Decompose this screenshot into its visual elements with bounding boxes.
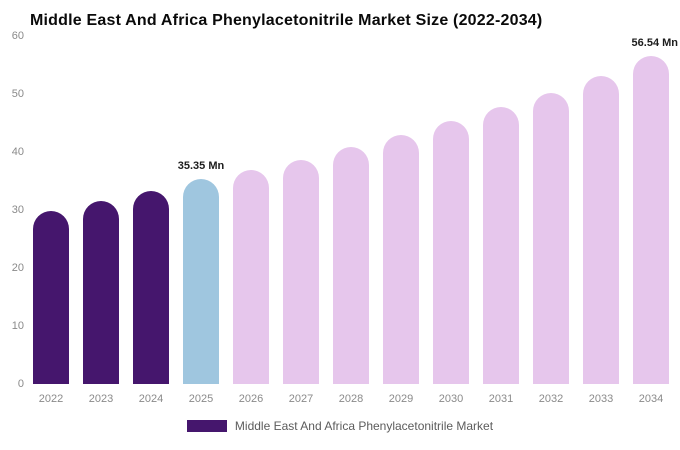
bar-2030 (433, 121, 469, 384)
x-tick-label: 2034 (638, 393, 664, 405)
bar-2022 (33, 210, 69, 384)
bar-2025 (183, 178, 219, 384)
bar-slot: 35.35 Mn (176, 36, 226, 384)
y-tick-label: 10 (11, 320, 24, 332)
bar-value-label: 56.54 Mn (631, 37, 678, 50)
x-tick-label: 2027 (288, 393, 314, 405)
y-tick-label: 50 (11, 88, 24, 100)
bar-slot: 56.54 Mn (626, 36, 678, 384)
x-tick-label: 2024 (138, 393, 164, 405)
x-tick-label: 2029 (388, 393, 414, 405)
bar-slot (426, 36, 476, 384)
x-tick-label: 2023 (88, 393, 114, 405)
y-tick-label: 40 (11, 146, 24, 158)
x-axis: 2022 2023 2024 2025 2026 2027 2028 2029 2030 2031… (26, 384, 676, 405)
bar-2026 (233, 169, 269, 384)
plot-row: 0 10 20 30 40 50 60 35.35 Mn 56.54 Mn (4, 30, 678, 390)
y-tick-label: 0 (17, 378, 24, 390)
x-tick-label: 2033 (588, 393, 614, 405)
bar-2033 (583, 76, 619, 384)
bar-2031 (483, 106, 519, 384)
bar-slot (576, 36, 626, 384)
bar-slot (226, 36, 276, 384)
bar-2032 (533, 92, 569, 384)
bar-2028 (333, 147, 369, 384)
bar-value-label: 35.35 Mn (177, 159, 225, 172)
bar-2024 (133, 190, 169, 384)
x-tick-label: 2032 (538, 393, 564, 405)
bar-2023 (83, 200, 119, 384)
legend-swatch (186, 420, 227, 432)
legend-label: Middle East And Africa Phenylacetonitril… (234, 419, 494, 433)
x-tick-label: 2022 (38, 393, 64, 405)
x-tick-label: 2025 (188, 393, 214, 405)
x-tick-label: 2028 (338, 393, 364, 405)
bar-slot (326, 36, 376, 384)
y-tick-label: 20 (11, 262, 24, 274)
plot-area: 35.35 Mn 56.54 Mn (26, 36, 678, 384)
y-tick-label: 30 (11, 204, 24, 216)
bar-slot (26, 36, 76, 384)
bar-slot (476, 36, 526, 384)
bar-2029 (383, 135, 419, 384)
x-axis-row: 2022 2023 2024 2025 2026 2027 2028 2029 2030 2031… (4, 384, 676, 405)
x-tick-label: 2026 (238, 393, 264, 405)
bar-slot (126, 36, 176, 384)
bar-slot (76, 36, 126, 384)
bar-2027 (283, 159, 319, 384)
bar-slot (376, 36, 426, 384)
y-tick-label: 60 (11, 30, 24, 42)
x-tick-label: 2030 (438, 393, 464, 405)
bar-slot (526, 36, 576, 384)
x-tick-label: 2031 (488, 393, 514, 405)
chart-title: Middle East And Africa Phenylacetonitril… (30, 12, 543, 29)
bar-slot (276, 36, 326, 384)
bar-2034 (633, 56, 669, 384)
legend: Middle East And Africa Phenylacetonitril… (0, 419, 680, 433)
y-axis: 0 10 20 30 40 50 60 (4, 30, 26, 390)
